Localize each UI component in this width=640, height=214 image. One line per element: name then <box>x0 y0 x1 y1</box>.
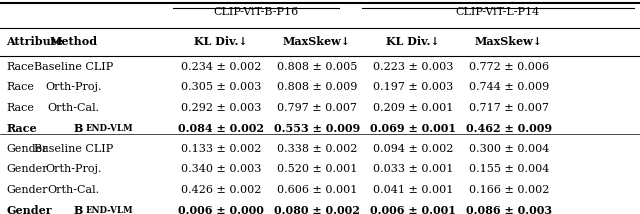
Text: 0.772 ± 0.006: 0.772 ± 0.006 <box>468 62 549 72</box>
Text: 0.606 ± 0.001: 0.606 ± 0.001 <box>276 185 357 195</box>
Text: Orth-Proj.: Orth-Proj. <box>45 164 102 174</box>
Text: B: B <box>74 205 83 214</box>
Text: 0.209 ± 0.001: 0.209 ± 0.001 <box>372 103 453 113</box>
Text: 0.234 ± 0.002: 0.234 ± 0.002 <box>180 62 261 72</box>
Text: 0.300 ± 0.004: 0.300 ± 0.004 <box>468 144 549 154</box>
Text: 0.080 ± 0.002: 0.080 ± 0.002 <box>274 205 360 214</box>
Text: 0.094 ± 0.002: 0.094 ± 0.002 <box>372 144 453 154</box>
Text: Baseline CLIP: Baseline CLIP <box>34 144 113 154</box>
Text: 0.462 ± 0.009: 0.462 ± 0.009 <box>466 123 552 134</box>
Text: B: B <box>74 123 83 134</box>
Text: 0.155 ± 0.004: 0.155 ± 0.004 <box>468 164 549 174</box>
Text: CLIP-ViT-B-P16: CLIP-ViT-B-P16 <box>213 7 299 17</box>
Text: Race: Race <box>6 103 35 113</box>
Text: Baseline CLIP: Baseline CLIP <box>34 62 113 72</box>
Text: Race: Race <box>6 62 35 72</box>
Text: Gender: Gender <box>6 205 52 214</box>
Text: 0.808 ± 0.005: 0.808 ± 0.005 <box>276 62 357 72</box>
Text: Method: Method <box>49 36 98 47</box>
Text: 0.744 ± 0.009: 0.744 ± 0.009 <box>468 82 549 92</box>
Text: 0.426 ± 0.002: 0.426 ± 0.002 <box>180 185 261 195</box>
Text: MaxSkew↓: MaxSkew↓ <box>475 36 543 47</box>
Text: 0.166 ± 0.002: 0.166 ± 0.002 <box>468 185 549 195</box>
Text: 0.797 ± 0.007: 0.797 ± 0.007 <box>277 103 357 113</box>
Text: KL Div.↓: KL Div.↓ <box>194 36 248 47</box>
Text: END-VLM: END-VLM <box>85 206 132 214</box>
Text: 0.223 ± 0.003: 0.223 ± 0.003 <box>372 62 453 72</box>
Text: 0.520 ± 0.001: 0.520 ± 0.001 <box>276 164 357 174</box>
Text: Gender: Gender <box>6 185 48 195</box>
Text: 0.717 ± 0.007: 0.717 ± 0.007 <box>468 103 548 113</box>
Text: 0.033 ± 0.001: 0.033 ± 0.001 <box>372 164 453 174</box>
Text: Orth-Proj.: Orth-Proj. <box>45 82 102 92</box>
Text: 0.553 ± 0.009: 0.553 ± 0.009 <box>274 123 360 134</box>
Text: KL Div.↓: KL Div.↓ <box>386 36 440 47</box>
Text: 0.069 ± 0.001: 0.069 ± 0.001 <box>370 123 456 134</box>
Text: 0.340 ± 0.003: 0.340 ± 0.003 <box>180 164 261 174</box>
Text: Race: Race <box>6 123 37 134</box>
Text: 0.338 ± 0.002: 0.338 ± 0.002 <box>276 144 357 154</box>
Text: CLIP-ViT-L-P14: CLIP-ViT-L-P14 <box>456 7 540 17</box>
Text: 0.808 ± 0.009: 0.808 ± 0.009 <box>276 82 357 92</box>
Text: 0.086 ± 0.003: 0.086 ± 0.003 <box>466 205 552 214</box>
Text: 0.305 ± 0.003: 0.305 ± 0.003 <box>180 82 261 92</box>
Text: Attribute: Attribute <box>6 36 63 47</box>
Text: MaxSkew↓: MaxSkew↓ <box>283 36 351 47</box>
Text: Orth-Cal.: Orth-Cal. <box>47 103 100 113</box>
Text: 0.006 ± 0.001: 0.006 ± 0.001 <box>370 205 456 214</box>
Text: 0.197 ± 0.003: 0.197 ± 0.003 <box>372 82 453 92</box>
Text: Gender: Gender <box>6 144 48 154</box>
Text: 0.084 ± 0.002: 0.084 ± 0.002 <box>178 123 264 134</box>
Text: Orth-Cal.: Orth-Cal. <box>47 185 100 195</box>
Text: Race: Race <box>6 82 35 92</box>
Text: 0.006 ± 0.000: 0.006 ± 0.000 <box>178 205 264 214</box>
Text: 0.041 ± 0.001: 0.041 ± 0.001 <box>372 185 453 195</box>
Text: Gender: Gender <box>6 164 48 174</box>
Text: END-VLM: END-VLM <box>85 124 132 133</box>
Text: 0.292 ± 0.003: 0.292 ± 0.003 <box>180 103 261 113</box>
Text: 0.133 ± 0.002: 0.133 ± 0.002 <box>180 144 261 154</box>
